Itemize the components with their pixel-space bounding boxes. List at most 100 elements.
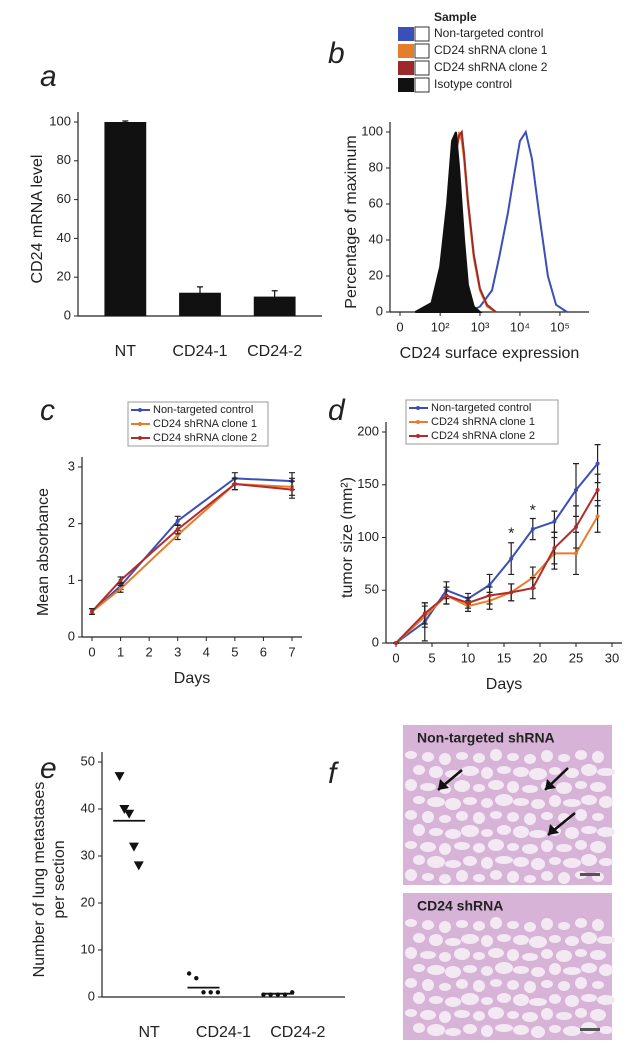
y-axis-label: Mean absorbance xyxy=(35,488,52,616)
alveolus xyxy=(413,992,425,1004)
alveolus xyxy=(590,950,606,960)
y-tick-label: 2 xyxy=(68,515,75,530)
alveolus xyxy=(565,936,579,946)
alveolus xyxy=(541,750,553,762)
alveolus xyxy=(497,825,511,835)
annotation: * xyxy=(508,526,514,543)
legend-label: CD24 shRNA clone 2 xyxy=(153,432,257,444)
legend-title: Sample xyxy=(434,10,477,24)
x-tick-label: 5 xyxy=(428,650,435,665)
panel-letter: f xyxy=(328,757,339,790)
point xyxy=(186,971,192,976)
alveolus xyxy=(549,795,561,807)
alveolus xyxy=(556,1012,572,1020)
alveolus xyxy=(531,858,545,870)
y-tick-label: 80 xyxy=(57,152,71,167)
alveolus xyxy=(445,829,461,839)
alveolus xyxy=(481,857,493,869)
alveolus xyxy=(565,827,579,839)
y-axis-label: Percentage of maximum xyxy=(343,135,360,308)
point xyxy=(422,611,427,616)
point xyxy=(444,593,449,598)
point xyxy=(552,546,557,551)
alveolus xyxy=(481,829,493,837)
alveolus xyxy=(495,962,513,974)
x-tick-label: 0 xyxy=(396,319,403,334)
legend-box xyxy=(127,401,269,447)
alveolus xyxy=(439,874,451,884)
y-tick-label: 0 xyxy=(64,307,71,322)
x-tick-label: CD24-2 xyxy=(270,1024,325,1041)
alveolus xyxy=(422,920,434,930)
y-axis-label: Number of lung metastases xyxy=(31,782,48,978)
bar xyxy=(179,292,221,316)
alveolus xyxy=(513,994,529,1006)
alveolus xyxy=(524,813,536,825)
alveolus xyxy=(405,841,417,849)
alveolus xyxy=(575,840,587,850)
legend-label: CD24 shRNA clone 1 xyxy=(431,416,535,428)
alveolus xyxy=(590,841,606,853)
alveolus xyxy=(565,768,579,778)
alveolus xyxy=(405,810,417,820)
alveolus xyxy=(463,797,477,805)
alveolus xyxy=(473,1011,485,1021)
legend-marker xyxy=(416,434,420,438)
x-tick-label: 10³ xyxy=(471,319,490,334)
alveolus xyxy=(461,766,479,776)
alveolus xyxy=(429,934,443,946)
alveolus xyxy=(529,768,547,780)
point xyxy=(133,861,144,871)
x-tick-label: NT xyxy=(115,343,137,360)
alveolus xyxy=(439,952,451,962)
alveolus xyxy=(575,1008,587,1018)
alveolus xyxy=(575,949,587,957)
alveolus xyxy=(497,766,511,774)
alveolus xyxy=(541,980,553,988)
point xyxy=(595,461,600,466)
alveolus xyxy=(495,1024,513,1032)
x-tick-label: 1 xyxy=(117,644,124,659)
alveolus xyxy=(495,794,513,806)
alveolus xyxy=(513,767,529,777)
alveolus xyxy=(531,1026,545,1038)
alveolus xyxy=(445,1028,461,1036)
x-tick-label: 0 xyxy=(392,650,399,665)
alveolus xyxy=(488,1007,504,1019)
alveolus xyxy=(445,938,461,946)
legend-marker xyxy=(416,420,420,424)
point xyxy=(201,990,206,995)
y-tick-label: 150 xyxy=(357,476,379,491)
alveolus xyxy=(507,812,519,822)
x-tick-label: 10² xyxy=(431,319,450,334)
panel-letter: d xyxy=(328,394,346,427)
point xyxy=(530,586,535,591)
bar xyxy=(253,296,296,316)
alveolus xyxy=(473,843,485,853)
alveolus xyxy=(599,858,613,866)
point xyxy=(118,586,123,591)
alveolus xyxy=(405,947,417,959)
arrow-head xyxy=(545,779,556,790)
alveolus xyxy=(513,857,529,867)
alveolus xyxy=(463,1024,477,1034)
alveolus xyxy=(490,811,502,819)
point xyxy=(509,590,514,595)
alveolus xyxy=(481,997,493,1005)
point xyxy=(574,551,578,556)
alveolus xyxy=(524,981,536,993)
alveolus xyxy=(507,753,519,761)
alveolus xyxy=(507,921,519,929)
alveolus xyxy=(490,870,502,880)
alveolus xyxy=(497,993,511,1003)
alveolus xyxy=(481,798,493,808)
legend-swatch xyxy=(398,61,414,75)
panel-letter: e xyxy=(40,752,57,785)
x-tick-label: 7 xyxy=(288,644,295,659)
y-tick-label: 20 xyxy=(369,267,383,282)
alveolus xyxy=(429,766,443,778)
y-tick-label: 20 xyxy=(81,894,95,909)
alveolus xyxy=(549,1025,561,1033)
point xyxy=(175,518,180,523)
alveolus xyxy=(581,963,597,973)
